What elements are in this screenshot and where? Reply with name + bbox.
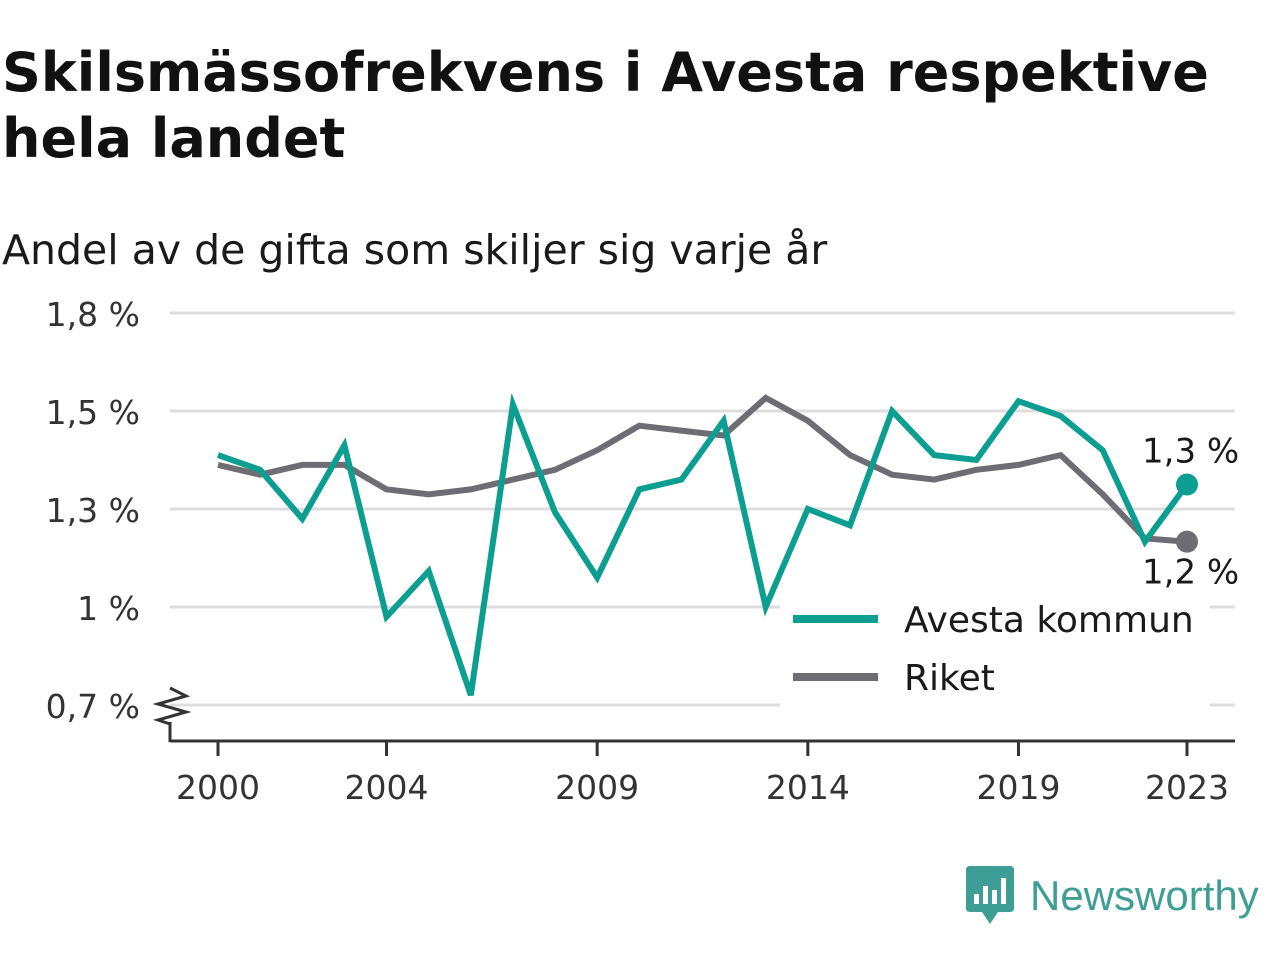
- series-line: [217, 392, 1190, 697]
- end-label-avesta: 1,3 %: [1142, 432, 1239, 472]
- legend-background: [780, 592, 1210, 708]
- chart-title: Skilsmässofrekvens i Avesta respektive h…: [2, 41, 1209, 170]
- y-tick-label: 1 %: [77, 589, 140, 628]
- y-axis-tick-labels: 0,7 % 1 % 1,3 % 1,5 % 1,8 %: [46, 295, 140, 726]
- y-tick-label: 0,7 %: [46, 687, 140, 726]
- x-tick-label: 2019: [976, 768, 1060, 807]
- axes: [152, 686, 1235, 756]
- legend-label: Riket: [904, 658, 995, 699]
- y-tick-label: 1,8 %: [46, 295, 140, 334]
- legend: Avesta kommun Riket: [780, 592, 1210, 708]
- axis-break-symbol: [152, 686, 192, 726]
- legend-label: Avesta kommun: [904, 600, 1194, 641]
- series-end-point: [1176, 473, 1198, 496]
- x-tick-label: 2014: [766, 768, 850, 807]
- y-tick-label: 1,3 %: [46, 491, 140, 530]
- chart-subtitle: Andel av de gifta som skiljer sig varje …: [2, 226, 828, 274]
- newsworthy-logo: Newsworthy: [964, 864, 1259, 928]
- series-line: [217, 394, 1188, 545]
- series-lines: [217, 392, 1198, 697]
- x-axis-tick-labels: 2000 2004 2009 2014 2019 2023: [176, 768, 1229, 807]
- x-tick-label: 2000: [176, 768, 260, 807]
- brand-name: Newsworthy: [1030, 872, 1259, 919]
- x-tick-label: 2004: [345, 768, 429, 807]
- x-tick-label: 2023: [1145, 768, 1229, 807]
- bar-chart-speech-bubble-icon: [966, 866, 1014, 924]
- end-label-riket: 1,2 %: [1142, 553, 1239, 593]
- y-tick-label: 1,5 %: [46, 393, 140, 432]
- series-end-point: [1176, 530, 1198, 553]
- x-tick-label: 2009: [555, 768, 639, 807]
- end-labels: 1,3 % 1,2 %: [1142, 432, 1239, 593]
